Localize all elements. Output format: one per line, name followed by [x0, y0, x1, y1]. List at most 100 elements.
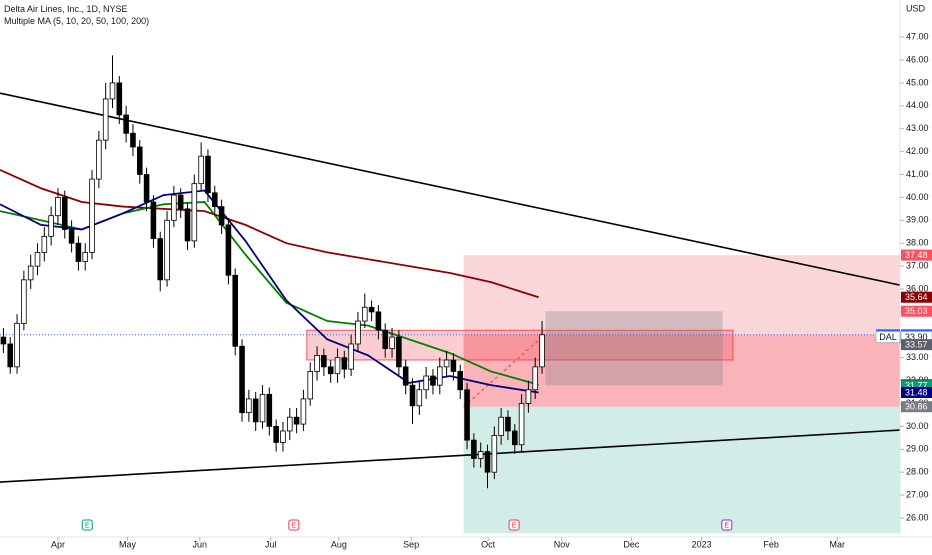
candle-body: [464, 389, 470, 441]
candle-body: [68, 229, 75, 244]
y-tick-label: 44.00: [906, 100, 929, 110]
candle-body: [286, 416, 293, 432]
candle-body: [368, 306, 375, 313]
y-tick-label: 36.00: [906, 283, 929, 293]
candle-body: [457, 371, 464, 391]
candle-body: [375, 311, 382, 331]
candle-body: [239, 345, 245, 414]
y-tick-label: 33.00: [906, 352, 929, 362]
candle-body: [409, 384, 416, 407]
y-tick-label: 37.00: [906, 260, 929, 270]
y-tick-label: 38.00: [906, 238, 929, 248]
candle-body: [436, 366, 443, 386]
candle-body: [136, 146, 143, 175]
candle-body: [130, 132, 136, 148]
candle-body: [416, 389, 423, 407]
dashed-line: [463, 334, 546, 408]
zone: [463, 406, 900, 534]
candle-body: [273, 425, 279, 443]
trendline: [0, 429, 900, 483]
candle-body: [402, 366, 409, 386]
candle-body: [471, 439, 477, 459]
candle-body: [498, 416, 504, 436]
candle-body: [82, 251, 89, 262]
candle-body: [505, 416, 511, 432]
y-tick-label: 43.00: [906, 123, 929, 133]
candle-body: [116, 82, 123, 116]
candle-body: [334, 357, 341, 375]
candle-body: [21, 279, 27, 324]
x-tick-label: 2023: [692, 539, 712, 549]
x-tick-label: Oct: [481, 539, 496, 549]
price-tag-label: 31.48: [905, 387, 928, 397]
price-tag-label: 33.57: [905, 340, 928, 350]
candle-body: [123, 114, 129, 134]
y-tick-label: 30.00: [906, 421, 929, 431]
price-tag: [901, 387, 932, 399]
candle-body: [41, 235, 48, 253]
candle-body: [211, 192, 218, 207]
price-tag-name: DAL: [879, 332, 897, 342]
candle-body: [477, 451, 484, 459]
candle-body: [0, 336, 7, 345]
candle-body: [511, 430, 518, 446]
candle-body: [96, 139, 102, 180]
candle-body: [518, 403, 525, 446]
chart-title: Delta Air Lines, Inc., 1D, NYSE: [4, 4, 128, 14]
candle-body: [280, 430, 286, 443]
y-tick-label: 47.00: [906, 31, 929, 41]
y-tick-label: 29.00: [906, 444, 929, 454]
y-tick-label: 42.00: [906, 146, 929, 156]
event-label: E: [724, 522, 729, 529]
candle-body: [532, 366, 539, 391]
candle-body: [218, 206, 225, 226]
event-label: E: [512, 522, 517, 529]
candle-body: [7, 343, 14, 368]
candle-body: [55, 196, 61, 217]
candle-body: [389, 336, 395, 349]
x-tick-label: Sep: [403, 539, 419, 549]
x-tick-label: Jul: [265, 539, 277, 549]
zone: [463, 255, 900, 335]
x-tick-label: Aug: [331, 539, 347, 549]
candle-body: [232, 274, 239, 347]
price-tag-label: 35.64: [905, 292, 928, 302]
candle-body: [102, 98, 109, 141]
currency: USD: [906, 3, 926, 13]
y-tick-label: 27.00: [906, 489, 929, 499]
price-tag-name-bg: [875, 331, 901, 344]
candle-body: [491, 435, 498, 473]
candle-body: [450, 359, 457, 372]
candle-body: [348, 343, 354, 370]
plot: [0, 55, 900, 534]
candle-body: [225, 224, 232, 276]
price-tag-label: 37.48: [905, 250, 928, 260]
x-tick-label: Nov: [554, 539, 571, 549]
candle-body: [423, 375, 429, 391]
y-tick-label: 45.00: [906, 77, 929, 87]
candle-body: [252, 398, 259, 423]
candle-body: [327, 366, 334, 375]
x-tick-label: Apr: [51, 539, 65, 549]
candle-body: [443, 359, 450, 368]
y-tick-label: 28.00: [906, 467, 929, 477]
candle-body: [382, 329, 389, 349]
moving-average: [0, 189, 539, 394]
y-tick-label: 39.00: [906, 215, 929, 225]
event-label: E: [85, 522, 90, 529]
candle-body: [341, 357, 348, 370]
candle-body: [27, 265, 34, 281]
zone: [545, 311, 723, 386]
candle-body: [157, 238, 164, 281]
event-marker: [81, 519, 93, 531]
price-tag: [901, 249, 932, 261]
candle-body: [396, 336, 402, 368]
candle-body: [184, 208, 191, 242]
candle-body: [314, 355, 320, 372]
indicator-label: Multiple MA (5, 10, 20, 50, 100, 200): [4, 16, 150, 26]
candle-body: [143, 174, 150, 203]
candle-body: [484, 451, 491, 473]
price-tag-label: 33.90: [905, 332, 928, 342]
candle-body: [246, 398, 252, 414]
